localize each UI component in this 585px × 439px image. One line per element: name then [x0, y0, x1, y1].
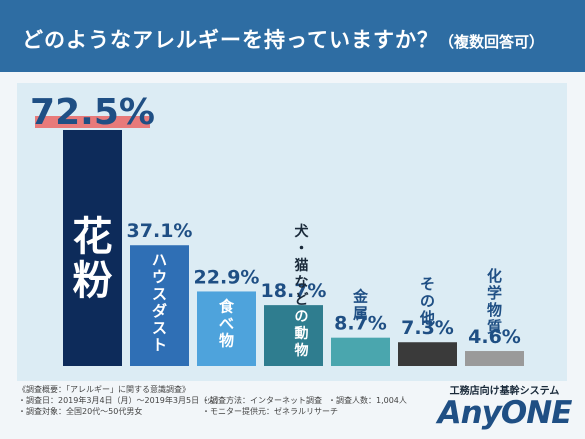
- category-char: 花: [73, 214, 113, 260]
- value-label-6: 7.3%: [401, 317, 454, 339]
- survey-title: 《調査概要：「アレルギー」に関する意識調査》: [18, 385, 190, 394]
- value-label-1: 72.5%: [30, 92, 155, 133]
- value-label-2: 37.1%: [127, 220, 193, 242]
- category-char: ど: [295, 292, 309, 308]
- value-label-highlight: [35, 116, 150, 128]
- survey-method: ・調査方法：インターネット調査: [202, 396, 322, 405]
- category-char: ト: [152, 336, 167, 354]
- category-char: 猫: [295, 257, 309, 274]
- value-label-5: 8.7%: [334, 313, 387, 335]
- category-char: 質: [487, 318, 502, 336]
- category-char: な: [295, 275, 309, 291]
- category-char: 化: [487, 267, 502, 285]
- category-char: 金: [352, 288, 369, 306]
- category-char: 物: [219, 331, 234, 349]
- category-char: 犬: [295, 223, 310, 240]
- survey-date: ・調査日：2019年3月4日（月）～2019年3月5日（火）: [18, 396, 224, 405]
- category-char: 粉: [73, 258, 113, 304]
- category-char: べ: [219, 314, 234, 332]
- bar-7: [465, 351, 524, 366]
- category-char: そ: [420, 275, 435, 293]
- category-char: 食: [219, 297, 235, 315]
- category-char: ウ: [152, 268, 167, 286]
- category-label-3: 食べ物: [219, 297, 235, 349]
- category-char: 学: [487, 284, 502, 302]
- value-label-3: 22.9%: [194, 266, 260, 288]
- brand-logo: AnyONE: [437, 395, 573, 431]
- survey-count: ・調査人数：1,004人: [328, 396, 407, 405]
- category-char: の: [295, 309, 309, 325]
- bar-2: [130, 245, 189, 366]
- category-label-1: 花粉: [73, 214, 113, 304]
- header-banner: どのようなアレルギーを持っていますか？（複数回答可）: [0, 0, 585, 72]
- bar-4: [264, 305, 323, 366]
- category-label-5: 金属: [352, 288, 369, 323]
- brand-tagline: 工務店向け基幹システム: [449, 386, 560, 397]
- brand-block: 工務店向け基幹システム AnyONE: [432, 382, 577, 434]
- bar-1: [63, 130, 122, 366]
- category-char: の: [420, 292, 435, 310]
- category-char: 動: [295, 325, 309, 342]
- value-label-4: 18.7%: [261, 280, 327, 302]
- bar-3: [197, 291, 256, 366]
- page-title: どのようなアレルギーを持っていますか？（複数回答可）: [22, 28, 544, 52]
- value-label-7: 4.6%: [468, 326, 521, 348]
- bar-5: [331, 337, 390, 366]
- category-char: 他: [419, 309, 435, 327]
- category-char: ハ: [152, 251, 167, 269]
- category-char: ス: [152, 285, 167, 303]
- category-char: 物: [295, 342, 309, 359]
- category-char: ス: [152, 319, 167, 337]
- category-label-6: その他: [419, 275, 435, 327]
- survey-provider: ・モニター提供元：ゼネラルリサーチ: [202, 407, 338, 416]
- survey-target: ・調査対象：全国20代～50代男女: [18, 407, 143, 416]
- page-subtitle: （複数回答可）: [438, 33, 544, 51]
- category-char: ・: [295, 241, 309, 257]
- category-char: ダ: [152, 302, 167, 320]
- category-char: 属: [353, 305, 368, 323]
- category-char: 物: [487, 301, 502, 319]
- bar-6: [398, 342, 457, 366]
- survey-notes: 《調査概要：「アレルギー」に関する意識調査》 ・調査日：2019年3月4日（月）…: [18, 384, 418, 434]
